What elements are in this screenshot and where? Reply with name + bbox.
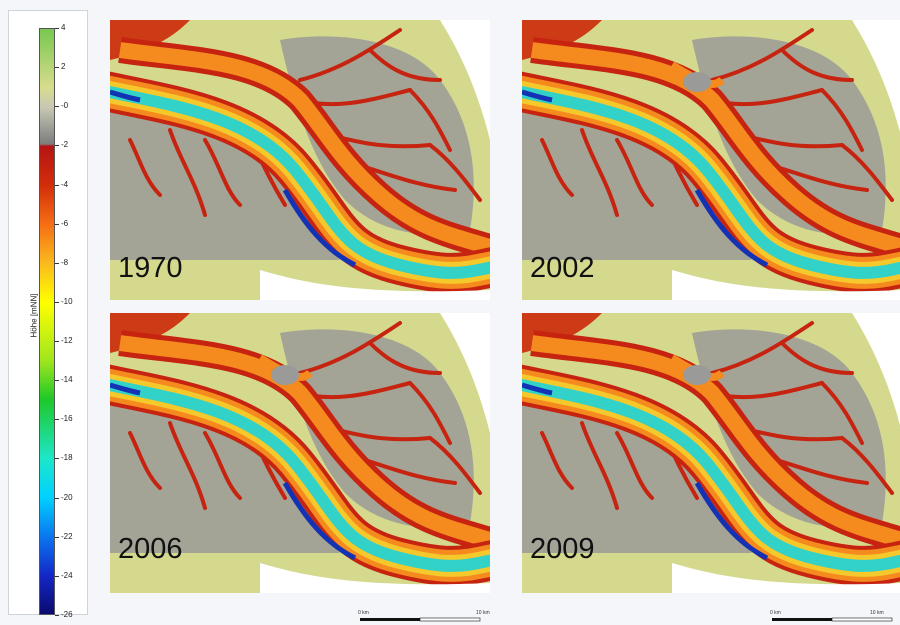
legend-tick-label: -18	[61, 453, 73, 463]
legend-tick-label: -20	[61, 492, 73, 502]
legend-tick: -20	[55, 493, 85, 503]
legend-tick: 2	[55, 62, 85, 72]
estuary-map	[110, 20, 490, 300]
legend-tick-label: -16	[61, 414, 73, 424]
year-label: 1970	[118, 252, 183, 284]
estuary-map	[522, 20, 900, 300]
legend-tick-label: -4	[61, 179, 69, 189]
legend-tick: -6	[55, 219, 85, 229]
legend-tick-label: -8	[61, 257, 69, 267]
year-label: 2006	[118, 533, 183, 565]
legend-tick-label: -0	[61, 101, 69, 111]
elevation-legend: 4 2 -0 -2 -4 -6 -8 -10 -12 -14 -16 -18 -20 -22 -24 -26 …	[8, 10, 88, 619]
legend-tick-label: -22	[61, 531, 73, 541]
legend-tick: -16	[55, 414, 85, 424]
legend-tick: -14	[55, 375, 85, 385]
legend-tick: -0	[55, 101, 85, 111]
map-panel-1970: 1970	[110, 20, 490, 300]
legend-tick: -8	[55, 258, 85, 268]
legend-title: Höhe [mNN]	[29, 293, 39, 338]
legend-tick-label: -2	[61, 140, 69, 150]
legend-tick: -24	[55, 571, 85, 581]
scale-label-right: 10 km	[476, 610, 490, 616]
map-panel-2009: 2009	[522, 313, 900, 593]
legend-tick: 4	[55, 23, 85, 33]
map-panel-2002: 2002	[522, 20, 900, 300]
legend-color-bar	[39, 28, 55, 615]
legend-tick-label: 2	[61, 62, 66, 72]
map-panel-2006: 2006	[110, 313, 490, 593]
legend-tick: -4	[55, 180, 85, 190]
estuary-map	[110, 313, 490, 593]
legend-tick-label: -24	[61, 570, 73, 580]
legend-tick-label: -26	[61, 610, 73, 619]
scale-bar	[360, 617, 481, 622]
scale-bar	[772, 617, 893, 622]
legend-tick: -12	[55, 336, 85, 346]
legend-tick-label: -14	[61, 375, 73, 385]
year-label: 2002	[530, 252, 595, 284]
legend-tick-label: -10	[61, 296, 73, 306]
legend-tick: -2	[55, 140, 85, 150]
legend-tick: -22	[55, 532, 85, 542]
estuary-map	[522, 313, 900, 593]
scale-label-right: 10 km	[870, 610, 884, 616]
legend-tick: -10	[55, 297, 85, 307]
year-label: 2009	[530, 533, 595, 565]
legend-ticks: 4 2 -0 -2 -4 -6 -8 -10 -12 -14 -16 -18 -20 -22 -24 -26	[55, 23, 85, 619]
legend-tick-label: -12	[61, 336, 73, 346]
legend-tick: -18	[55, 453, 85, 463]
legend-tick-label: 4	[61, 23, 66, 32]
scale-label-left: 0 km	[358, 610, 369, 616]
legend-tick: -26	[55, 610, 85, 620]
scale-label-left: 0 km	[770, 610, 781, 616]
legend-tick-label: -6	[61, 218, 69, 228]
